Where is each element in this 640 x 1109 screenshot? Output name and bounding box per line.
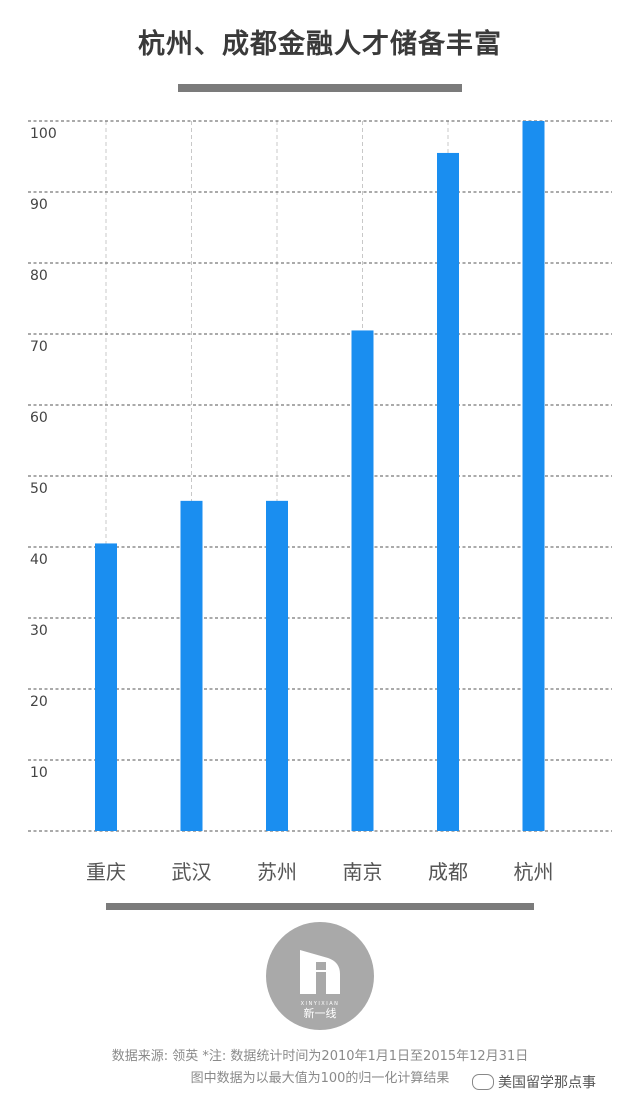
data-source-note: 数据来源: 领英 *注: 数据统计时间为2010年1月1日至2015年12月31… — [111, 1049, 529, 1064]
x-tick-labels: 重庆 武汉 苏州 南京 成都 杭州 — [86, 860, 554, 884]
normalization-note: 图中数据为以最大值为100的归一化计算结果 — [190, 1071, 450, 1086]
bar-杭州 — [522, 121, 545, 831]
x-tick-label: 南京 — [343, 860, 383, 884]
wechat-watermark: 美国留学那点事 — [472, 1072, 596, 1092]
bar-武汉 — [180, 500, 203, 831]
bar-成都 — [437, 152, 459, 831]
y-tick-label: 70 — [30, 339, 48, 355]
x-tick-label: 成都 — [428, 860, 468, 884]
bar-南京 — [351, 330, 374, 831]
bar-重庆 — [95, 543, 117, 831]
x-tick-label: 重庆 — [86, 860, 126, 884]
wechat-icon — [472, 1074, 494, 1090]
y-tick-label: 90 — [30, 197, 48, 213]
y-tick-label: 30 — [30, 623, 48, 639]
x-tick-label: 苏州 — [257, 860, 297, 884]
footer-divider — [106, 903, 534, 910]
y-tick-labels: 10 20 30 40 50 60 70 80 90 100 — [30, 126, 57, 781]
chart-title: 杭州、成都金融人才储备丰富 — [138, 29, 502, 60]
bar-苏州 — [266, 500, 288, 831]
logo-subtitle: XINYIXIAN — [301, 1001, 340, 1007]
xinyixian-logo: XINYIXIAN 新一线 — [266, 922, 374, 1030]
y-tick-label: 80 — [30, 268, 48, 284]
bars — [95, 121, 545, 831]
y-tick-label: 20 — [30, 694, 48, 710]
y-tick-label: 50 — [30, 481, 48, 497]
watermark-text: 美国留学那点事 — [498, 1075, 596, 1091]
title-underline — [178, 84, 462, 92]
y-tick-label: 100 — [30, 126, 57, 142]
x-tick-label: 杭州 — [514, 860, 554, 884]
y-tick-label: 10 — [30, 765, 48, 781]
y-tick-label: 40 — [30, 552, 48, 568]
y-tick-label: 60 — [30, 410, 48, 426]
x-tick-label: 武汉 — [172, 860, 212, 884]
logo-name: 新一线 — [304, 1006, 337, 1020]
bar-chart: 10 20 30 40 50 60 70 80 90 100 重庆 武汉 苏州 南京 成都 杭州 — [28, 120, 612, 884]
